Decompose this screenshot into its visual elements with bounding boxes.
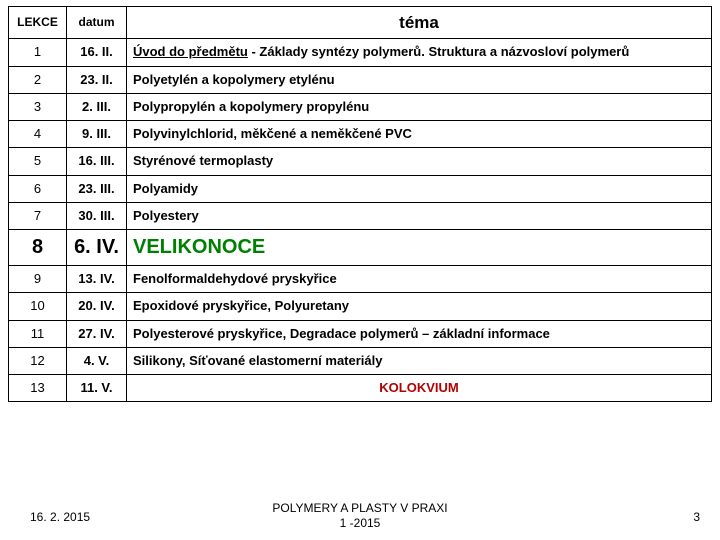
cell-datum: 30. III. [67, 202, 127, 229]
table-row: 49. III.Polyvinylchlorid, měkčené a nemě… [9, 121, 712, 148]
table-row: 223. II.Polyetylén a kopolymery etylénu [9, 66, 712, 93]
cell-tema: Úvod do předmětu - Základy syntézy polym… [127, 39, 712, 66]
cell-tema: Silikony, Síťované elastomerní materiály [127, 347, 712, 374]
schedule-table: LEKCE datum téma 116. II.Úvod do předmět… [8, 6, 712, 402]
cell-datum: 6. IV. [67, 230, 127, 266]
cell-datum: 16. II. [67, 39, 127, 66]
table-row: 116. II.Úvod do předmětu - Základy synté… [9, 39, 712, 66]
cell-lekce: 1 [9, 39, 67, 66]
cell-lekce: 8 [9, 230, 67, 266]
table-row: 1311. V.KOLOKVIUM [9, 375, 712, 402]
table-row: 516. III.Styrénové termoplasty [9, 148, 712, 175]
footer-title: POLYMERY A PLASTY V PRAXI1 -2015 [0, 501, 720, 530]
cell-datum: 23. II. [67, 66, 127, 93]
col-header-lekce: LEKCE [9, 7, 67, 39]
cell-lekce: 9 [9, 266, 67, 293]
cell-tema: Polyestery [127, 202, 712, 229]
cell-datum: 23. III. [67, 175, 127, 202]
col-header-tema: téma [127, 7, 712, 39]
cell-datum: 13. IV. [67, 266, 127, 293]
cell-tema: VELIKONOCE [127, 230, 712, 266]
cell-tema: Styrénové termoplasty [127, 148, 712, 175]
footer-page: 3 [693, 510, 700, 524]
table-row: 1127. IV.Polyesterové pryskyřice, Degrad… [9, 320, 712, 347]
cell-datum: 16. III. [67, 148, 127, 175]
cell-tema: Polyetylén a kopolymery etylénu [127, 66, 712, 93]
cell-lekce: 7 [9, 202, 67, 229]
cell-tema: Fenolformaldehydové pryskyřice [127, 266, 712, 293]
cell-lekce: 2 [9, 66, 67, 93]
cell-tema: Polyvinylchlorid, měkčené a neměkčené PV… [127, 121, 712, 148]
table-row: 1020. IV.Epoxidové pryskyřice, Polyureta… [9, 293, 712, 320]
cell-lekce: 3 [9, 93, 67, 120]
table-row: 913. IV.Fenolformaldehydové pryskyřice [9, 266, 712, 293]
cell-lekce: 4 [9, 121, 67, 148]
cell-lekce: 13 [9, 375, 67, 402]
cell-datum: 9. III. [67, 121, 127, 148]
table-row: 124. V.Silikony, Síťované elastomerní ma… [9, 347, 712, 374]
cell-tema: Polyesterové pryskyřice, Degradace polym… [127, 320, 712, 347]
cell-tema: Epoxidové pryskyřice, Polyuretany [127, 293, 712, 320]
cell-datum: 20. IV. [67, 293, 127, 320]
table-header-row: LEKCE datum téma [9, 7, 712, 39]
cell-datum: 4. V. [67, 347, 127, 374]
cell-tema: Polypropylén a kopolymery propylénu [127, 93, 712, 120]
cell-tema: Polyamidy [127, 175, 712, 202]
cell-lekce: 6 [9, 175, 67, 202]
cell-tema: KOLOKVIUM [127, 375, 712, 402]
cell-lekce: 12 [9, 347, 67, 374]
cell-datum: 27. IV. [67, 320, 127, 347]
cell-datum: 2. III. [67, 93, 127, 120]
cell-lekce: 10 [9, 293, 67, 320]
col-header-datum: datum [67, 7, 127, 39]
cell-datum: 11. V. [67, 375, 127, 402]
table-row: 623. III.Polyamidy [9, 175, 712, 202]
cell-lekce: 5 [9, 148, 67, 175]
cell-lekce: 11 [9, 320, 67, 347]
table-row: 32. III.Polypropylén a kopolymery propyl… [9, 93, 712, 120]
table-row: 86. IV.VELIKONOCE [9, 230, 712, 266]
table-row: 730. III.Polyestery [9, 202, 712, 229]
